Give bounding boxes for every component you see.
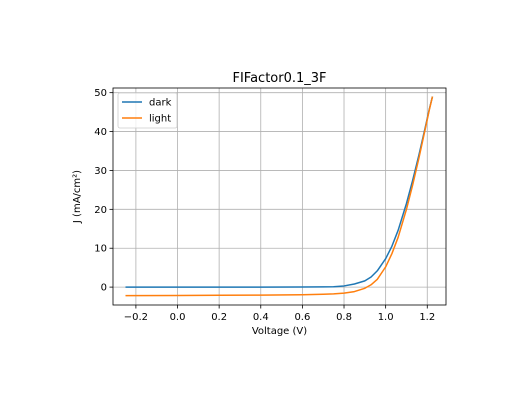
y-tick-label: 40 <box>94 127 107 138</box>
legend: dark light <box>117 92 178 129</box>
y-axis-label: J (mA/cm²) <box>72 170 83 224</box>
plot-frame <box>112 87 447 306</box>
ticks: −0.2 0.0 0.2 0.4 0.6 0.8 1.0 1.2 0 10 20 30 40 50 <box>94 88 435 323</box>
x-tick-label: 0.6 <box>294 312 310 323</box>
x-tick-label: 1.2 <box>419 312 435 323</box>
x-tick-label: 0.8 <box>336 312 352 323</box>
x-tick-label: 0.0 <box>170 312 186 323</box>
chart-title: FIFactor0.1_3F <box>232 71 326 86</box>
legend-label-dark: dark <box>149 98 172 109</box>
x-tick-label: −0.2 <box>124 312 148 323</box>
x-tick-label: 0.2 <box>211 312 227 323</box>
y-tick-label: 0 <box>101 283 107 294</box>
series-line-dark <box>125 96 434 288</box>
x-tick-label: 1.0 <box>378 312 394 323</box>
x-axis-label: Voltage (V) <box>252 326 307 337</box>
x-tick-label: 0.4 <box>253 312 269 323</box>
legend-label-light: light <box>149 114 171 125</box>
y-tick-label: 50 <box>94 88 107 99</box>
y-tick-label: 20 <box>94 205 107 216</box>
series-layer <box>125 96 434 297</box>
y-tick-label: 30 <box>94 166 107 177</box>
series-line-light <box>125 96 434 297</box>
y-tick-label: 10 <box>94 244 107 255</box>
